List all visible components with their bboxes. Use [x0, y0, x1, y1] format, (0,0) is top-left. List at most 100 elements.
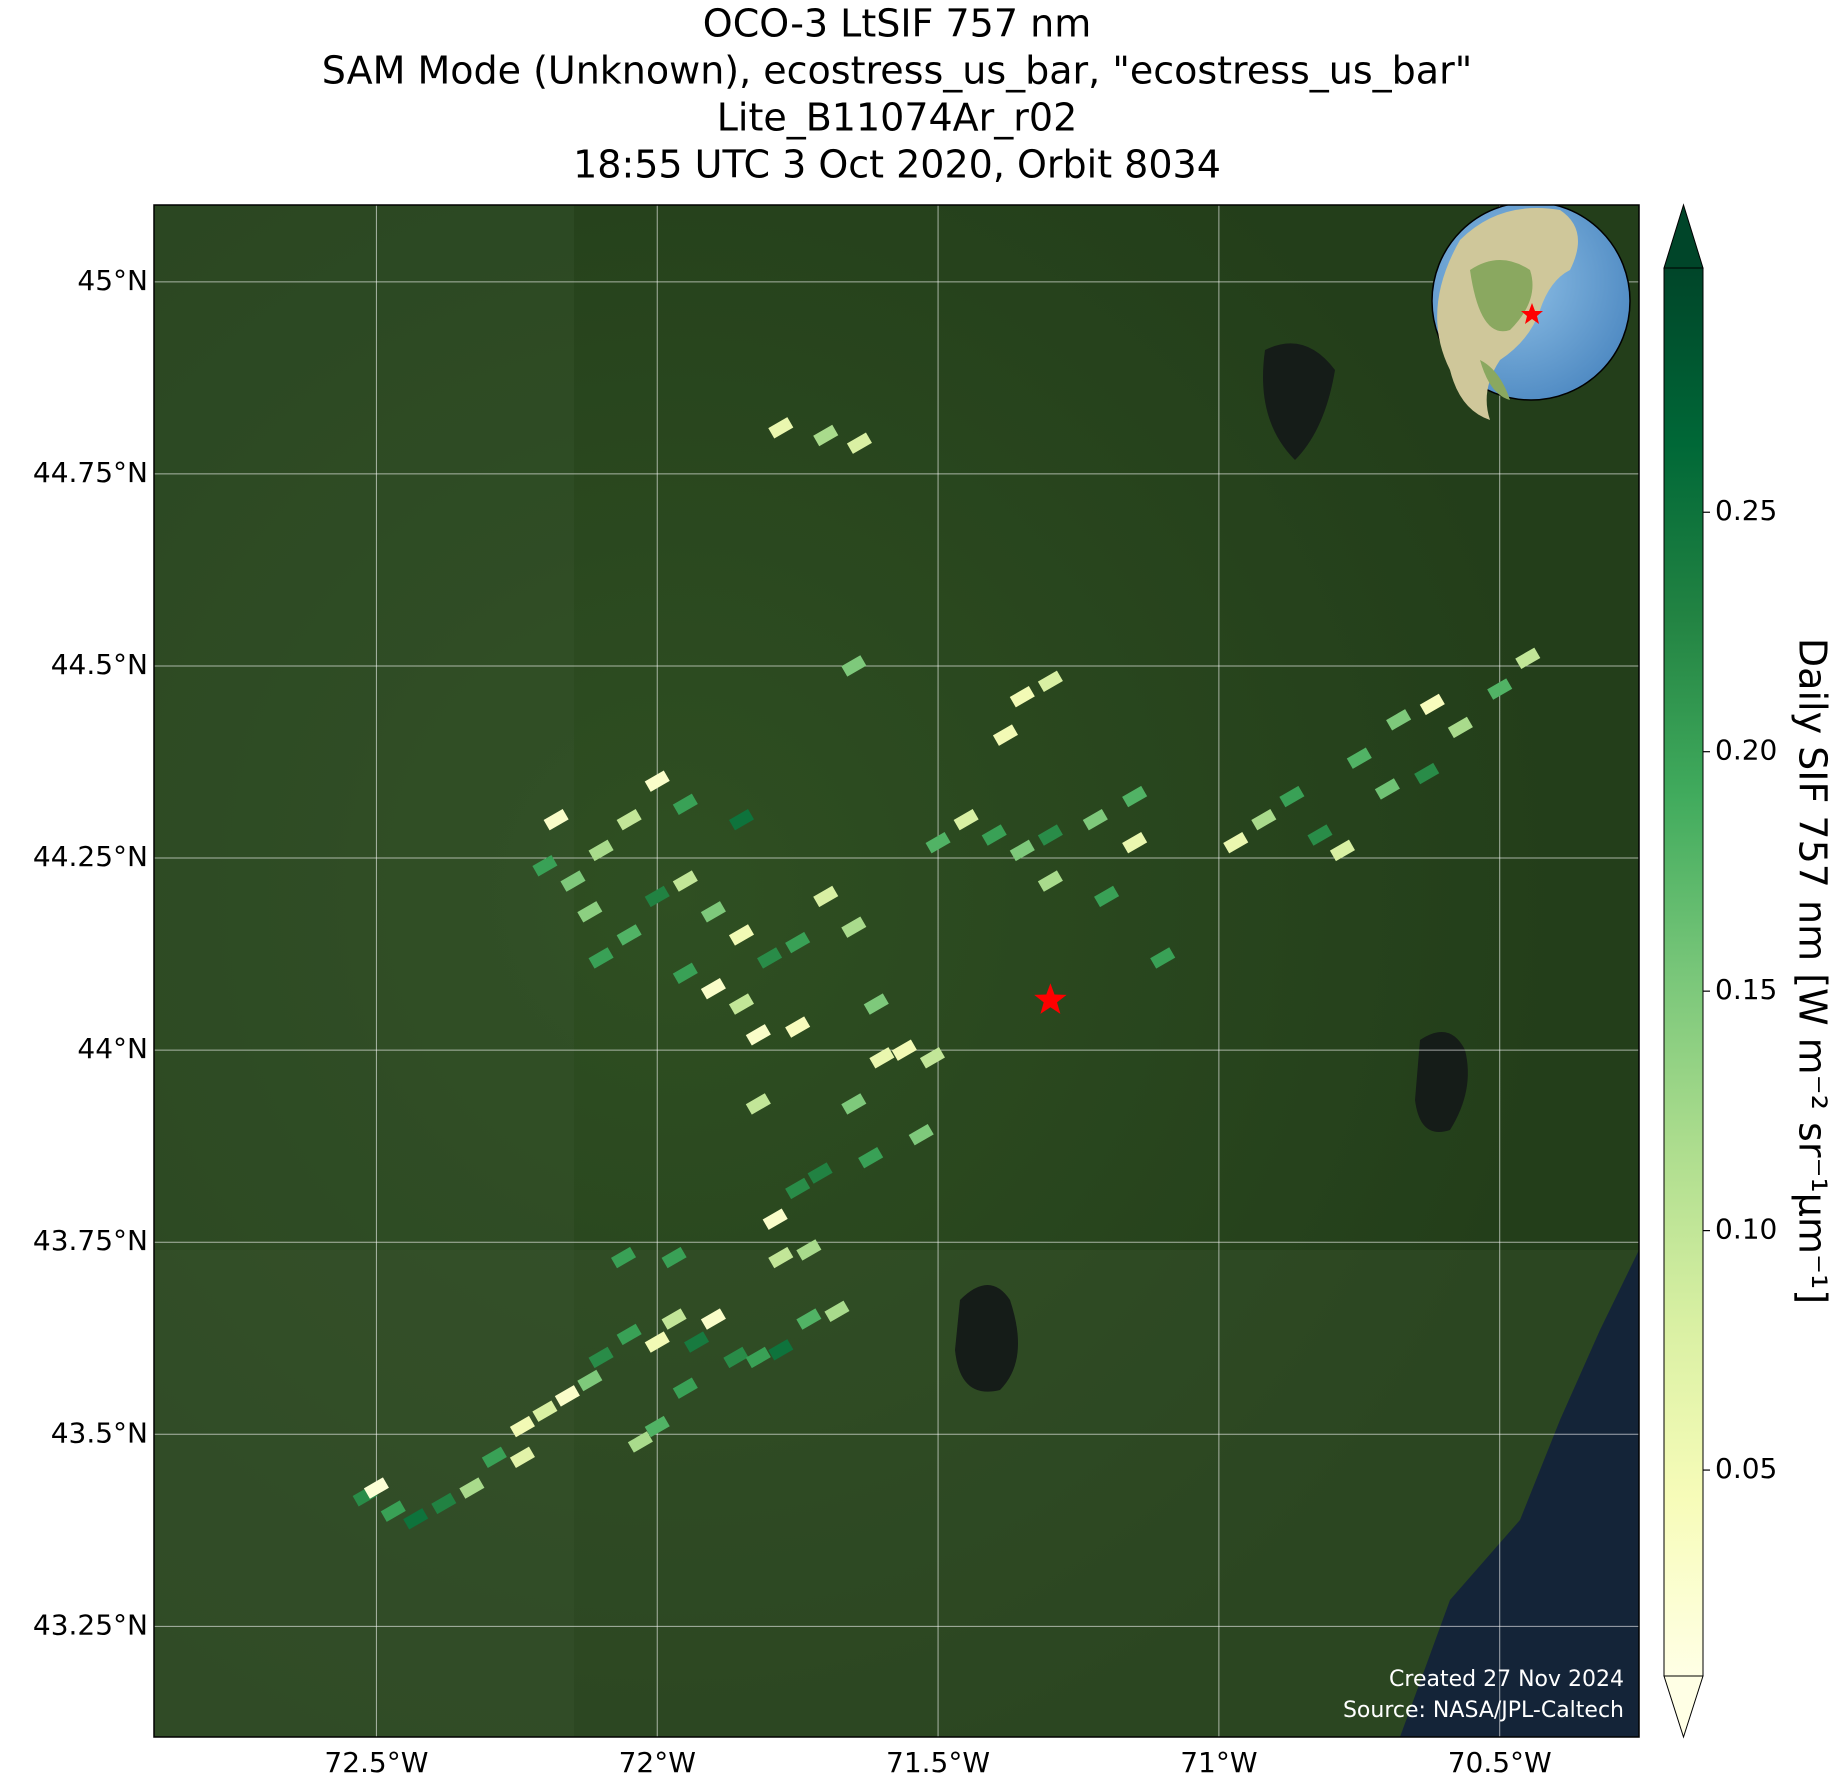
sif-pixel: [577, 1369, 603, 1392]
sif-pixel: [1419, 693, 1445, 716]
y-tick-label: 43.75°N: [33, 1224, 148, 1257]
sif-pixel: [728, 808, 755, 831]
sif-pixel: [616, 1323, 642, 1346]
land: [1470, 260, 1533, 332]
sif-pixel: [1150, 947, 1176, 969]
colorbar-frame: [1663, 267, 1704, 1677]
sif-pixel: [616, 924, 642, 946]
credit: Source: NASA/JPL-Caltech: [1343, 1698, 1624, 1723]
lake: [955, 1285, 1018, 1392]
terrain-shade: [154, 205, 574, 1737]
x-tick-label: 72.5°W: [324, 1746, 428, 1779]
colorbar: 0.05 0.10 0.15 0.20 0.25 Daily SIF 757 nm [W …: [1663, 203, 1835, 1739]
y-tick-label: 44.75°N: [33, 456, 148, 489]
sif-pixel: [616, 808, 642, 831]
sif-pixel: [919, 1047, 945, 1069]
y-tick-label: 44.5°N: [51, 648, 148, 681]
sif-pixel: [1122, 831, 1148, 854]
sif-pixel: [700, 901, 726, 923]
x-tick-label: 70.5°W: [1448, 1746, 1552, 1779]
map-frame: [153, 204, 1640, 1738]
sif-pixel: [1307, 824, 1333, 846]
y-tick-label: 44.25°N: [33, 840, 148, 873]
y-tick-label: 43.5°N: [51, 1416, 148, 1449]
sif-pixel: [762, 1208, 788, 1230]
sif-pixel: [672, 870, 698, 892]
sif-pixel: [863, 993, 889, 1015]
sif-pixel: [1414, 762, 1440, 785]
colorbar-extend-max: [1663, 203, 1704, 269]
sif-pixel: [785, 1177, 811, 1200]
sif-pixel: [588, 839, 614, 862]
title-line: 18:55 UTC 3 Oct 2020, Orbit 8034: [573, 143, 1221, 187]
credit: Created 27 Nov 2024: [1389, 1667, 1624, 1692]
colorbar-tick-label: 0.10: [1715, 1213, 1777, 1246]
sif-pixel: [723, 1346, 749, 1369]
sif-pixel: [824, 1300, 850, 1323]
sif-pixel: [1223, 831, 1249, 854]
sif-pixel: [588, 947, 614, 969]
sif-pixel: [611, 1246, 637, 1269]
globe-inset: [1431, 205, 1631, 420]
sif-pixel: [757, 947, 783, 969]
sif-pixel: [925, 831, 951, 854]
sif-pixel: [700, 1308, 726, 1330]
sif-pixel: [1082, 808, 1108, 831]
globe-location-star: [1521, 303, 1543, 324]
sif-pixel: [509, 1446, 535, 1469]
sif-pixel: [481, 1446, 507, 1469]
sif-pixel: [644, 1415, 670, 1438]
sif-pixel: [813, 885, 839, 908]
sif-pixel: [728, 924, 755, 946]
sif-pixel: [588, 1346, 614, 1369]
colorbar-body: [1664, 268, 1703, 1676]
sif-pixel: [1279, 785, 1305, 808]
sif-pixel: [644, 885, 670, 908]
sif-pixel: [644, 1331, 670, 1353]
sif-pixel: [672, 962, 698, 985]
title-line: Lite_B11074Ar_r02: [717, 96, 1078, 140]
sif-pixel: [813, 424, 839, 447]
sif-pixel: [908, 1123, 934, 1146]
sif-pixel: [1037, 824, 1063, 846]
colorbar-tick-label: 0.05: [1715, 1452, 1777, 1485]
sif-pixel: [543, 808, 569, 831]
colorbar-tick-label: 0.15: [1715, 973, 1777, 1006]
sif-pixel: [745, 1346, 771, 1369]
sif-pixel: [1251, 808, 1277, 831]
land: [1480, 360, 1510, 400]
sif-pixel: [768, 417, 794, 439]
sif-pixel: [858, 1147, 884, 1169]
sif-pixel: [1037, 670, 1063, 693]
sif-pixel: [1094, 885, 1120, 908]
sif-pixel: [700, 977, 726, 1000]
sif-pixel: [1515, 647, 1541, 669]
sif-pixel: [661, 1308, 687, 1330]
sif-pixel: [728, 993, 755, 1015]
sif-pixel: [869, 1047, 895, 1069]
map-area: Created 27 Nov 2024 Source: NASA/JPL-Cal…: [154, 205, 1639, 1737]
y-tick-label: 45°N: [77, 264, 148, 297]
sif-pixel: [1329, 839, 1355, 862]
colorbar-label: Daily SIF 757 nm [W m⁻² sr⁻¹μm⁻¹]: [1791, 638, 1835, 1304]
sif-soundings: [352, 417, 1541, 1530]
sif-pixel: [981, 824, 1007, 846]
sif-pixel: [1122, 785, 1148, 808]
sif-pixel: [627, 1431, 653, 1453]
sif-pixel: [1009, 686, 1035, 708]
sif-pixel: [841, 1093, 867, 1115]
colorbar-tick-label: 0.25: [1715, 494, 1777, 527]
sif-pixel: [1037, 870, 1063, 892]
x-tick-label: 72°W: [619, 1746, 696, 1779]
sif-pixel: [554, 1385, 580, 1407]
axes-labels: 72.5°W 72°W 71.5°W 71°W 70.5°W 43.25°N 43.5°N 4…: [33, 264, 1552, 1779]
sif-pixel: [672, 793, 698, 815]
y-tick-label: 44°N: [77, 1032, 148, 1065]
sif-pixel: [785, 931, 811, 954]
sif-pixel: [1009, 839, 1035, 862]
sif-pixel: [577, 901, 603, 923]
sif-pixel: [846, 432, 872, 454]
ocean: [1400, 1250, 1639, 1737]
